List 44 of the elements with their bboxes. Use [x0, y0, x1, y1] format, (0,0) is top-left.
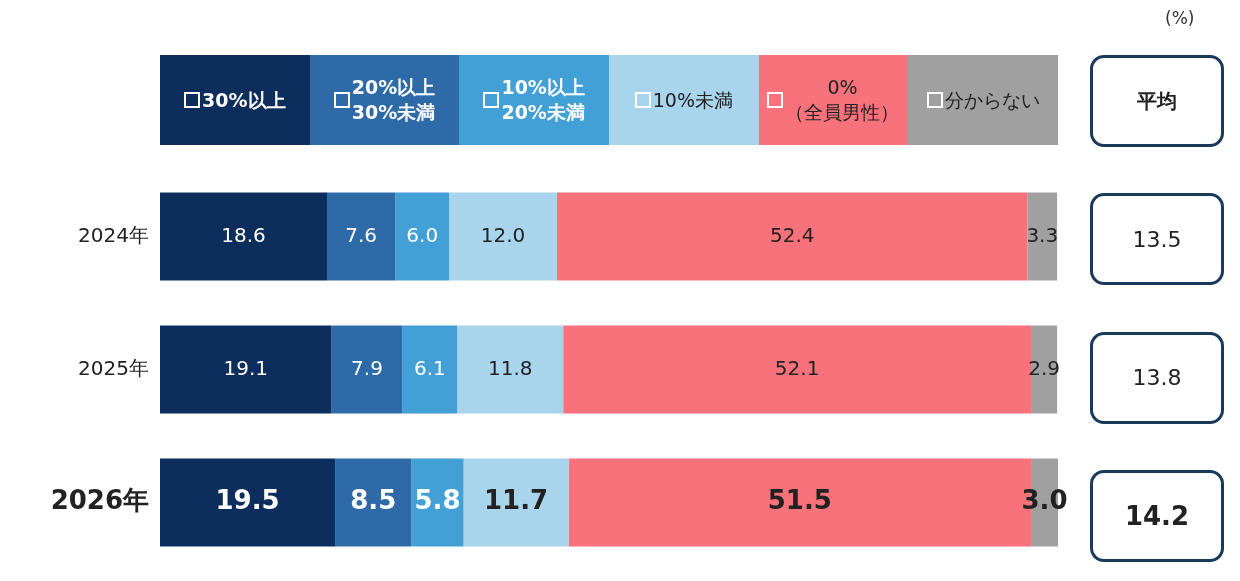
text: (%) — [1165, 8, 1195, 28]
bar — [463, 458, 569, 547]
data-label: 7.6 — [345, 222, 378, 247]
bar — [402, 325, 458, 414]
bar — [457, 325, 564, 414]
text: 13.8 — [1090, 331, 1224, 424]
bar — [395, 192, 450, 281]
bar — [331, 325, 403, 414]
data-label: 6.0 — [406, 222, 439, 247]
data-label: 3.3 — [1026, 222, 1059, 247]
bar — [556, 192, 1028, 281]
y-tick-label: 2026年 — [50, 485, 149, 516]
bar — [160, 192, 328, 281]
bar — [160, 325, 332, 414]
bar — [1027, 192, 1058, 281]
data-label: 52.1 — [774, 355, 820, 380]
legend-label: 20%以上 30%未満 — [351, 75, 436, 125]
data-label: 6.1 — [413, 355, 446, 380]
legend-label: 分からない — [944, 87, 1040, 113]
data-label: 12.0 — [480, 222, 526, 247]
data-label: 5.8 — [414, 485, 461, 516]
text: 14.2 — [1090, 470, 1224, 562]
legend-label: 0% （全員男性） — [785, 75, 900, 125]
bar — [449, 192, 557, 281]
bar — [335, 458, 412, 547]
data-label: 8.5 — [350, 485, 397, 516]
y-tick-label: 2025年 — [78, 355, 149, 380]
data-label: 51.5 — [767, 485, 832, 516]
legend-label: 10%以上 20%未満 — [501, 75, 585, 125]
bar — [160, 458, 336, 547]
data-label: 7.9 — [351, 355, 383, 380]
data-label: 19.5 — [215, 485, 280, 516]
data-label: 11.8 — [487, 355, 533, 380]
data-label: 52.4 — [769, 222, 815, 247]
data-label: 11.7 — [483, 485, 549, 516]
text: 13.5 — [1090, 193, 1224, 285]
text: 平均 — [1090, 55, 1224, 147]
data-label: 18.6 — [221, 222, 266, 247]
legend-label: 10%未満 — [652, 87, 733, 113]
bar — [411, 458, 464, 547]
legend-label: 30%以上 — [202, 87, 286, 113]
bar — [327, 192, 396, 281]
y-tick-label: 2024年 — [78, 222, 149, 247]
data-label: 19.1 — [223, 355, 269, 380]
